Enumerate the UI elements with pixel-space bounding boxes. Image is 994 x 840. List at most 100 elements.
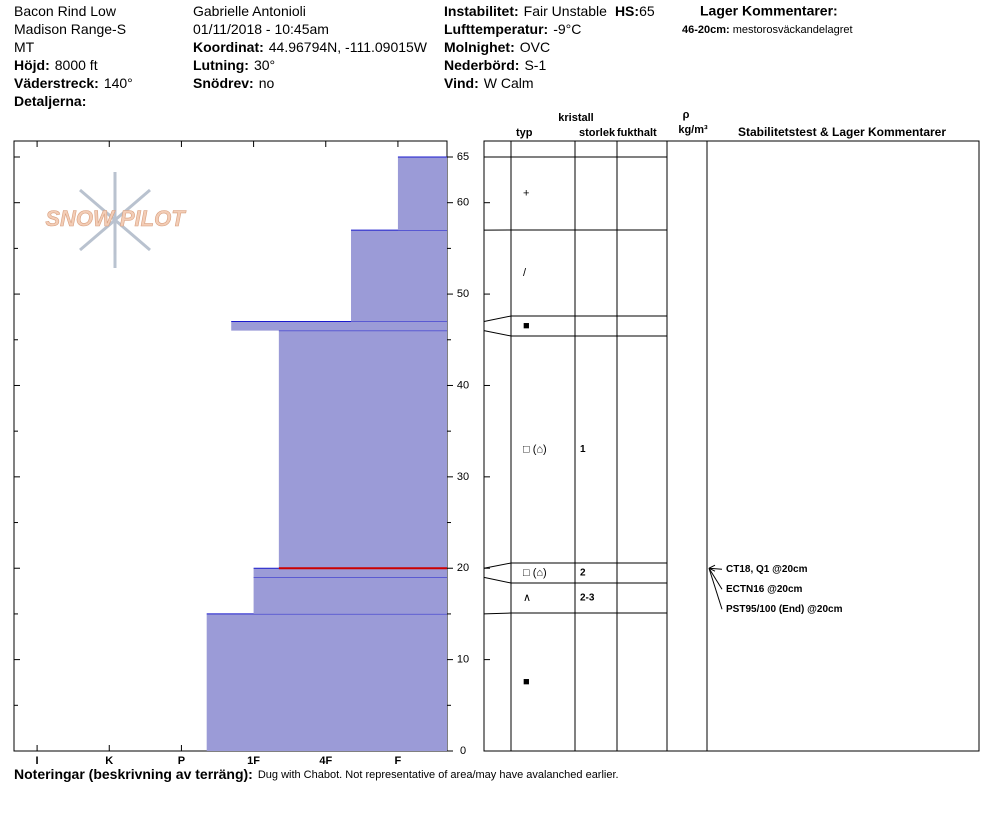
header-density-unit: kg/m³ (678, 124, 708, 136)
field-value: S-1 (524, 57, 546, 73)
header-field: Instabilitet: Fair Unstable HS:65 (444, 3, 655, 19)
field-label: Nederbörd: (444, 57, 519, 73)
footer-label: Noteringar (beskrivning av terräng): (14, 766, 253, 782)
layer-connector (483, 576, 512, 584)
field-value: -9°C (553, 21, 581, 37)
field-value: MT (14, 39, 35, 55)
grain-type: + (523, 187, 529, 199)
field-value: Madison Range-S (14, 21, 126, 37)
grain-size: 2-3 (580, 593, 595, 604)
field-value: 44.96794N, -111.09015W (269, 39, 428, 55)
x-tick-label: I (36, 755, 39, 767)
header-field: Madison Range-S (14, 21, 126, 37)
grain-size: 2 (580, 568, 586, 579)
field-label: Koordinat: (193, 39, 264, 55)
hardness-bar (253, 577, 447, 614)
comment: 46-20cm: mestorosväckandelagret (682, 24, 853, 36)
y-tick-label: 40 (457, 379, 469, 391)
y-tick-label: 30 (457, 471, 469, 483)
field-value: 8000 ft (55, 57, 98, 73)
x-tick-label: 1F (247, 755, 260, 767)
field-label: Snödrev: (193, 75, 254, 91)
x-tick-label: P (178, 755, 185, 767)
grain-type: □ (⌂) (523, 567, 547, 579)
header-field: Väderstreck: 140° (14, 75, 133, 91)
test-arrow (708, 567, 723, 570)
grain-size: 1 (580, 444, 586, 455)
field-label: Instabilitet: (444, 3, 519, 19)
y-tick-label: 65 (457, 151, 469, 163)
y-tick-label: 10 (457, 654, 469, 666)
field-value: W Calm (484, 75, 534, 91)
field-value: Fair Unstable (524, 3, 607, 19)
field-label: HS: (615, 3, 639, 19)
footer: Noteringar (beskrivning av terräng): Dug … (14, 766, 619, 782)
field-value: 01/11/2018 - 10:45am (193, 21, 329, 37)
header-field: Höjd: 8000 ft (14, 57, 98, 73)
header-moisture: fukthalt (617, 127, 657, 139)
field-value: no (259, 75, 275, 91)
field-value: 65 (639, 3, 655, 19)
logo (79, 172, 151, 268)
footer-text: Dug with Chabot. Not representative of a… (258, 769, 619, 781)
header-field: Molnighet: OVC (444, 39, 550, 55)
header-stability: Stabilitetstest & Lager Kommentarer (738, 125, 946, 139)
x-tick-label: F (395, 755, 402, 767)
grain-type: / (523, 267, 527, 279)
field-label: Vind: (444, 75, 479, 91)
grain-type: ■ (523, 676, 530, 688)
header-field: MT (14, 39, 35, 55)
field-value: 140° (104, 75, 133, 91)
header-field: 01/11/2018 - 10:45am (193, 21, 329, 37)
stability-test: ECTN16 @20cm (726, 584, 803, 595)
header-field: Bacon Rind Low (14, 3, 117, 19)
test-arrow (708, 567, 723, 590)
stability-test: PST95/100 (End) @20cm (726, 604, 843, 615)
grain-type: ■ (523, 320, 530, 332)
field-value: Gabrielle Antonioli (193, 3, 306, 19)
header-field: Lufttemperatur: -9°C (444, 21, 581, 37)
y-tick-label: 60 (457, 197, 469, 209)
field-value: Bacon Rind Low (14, 3, 117, 19)
field-label: Detaljerna: (14, 93, 86, 109)
comment-text: mestorosväckandelagret (733, 24, 853, 36)
y-tick-label: 20 (457, 562, 469, 574)
header-field: Detaljerna: (14, 93, 86, 109)
stability-test: CT18, Q1 @20cm (726, 564, 808, 575)
table-frame (483, 140, 980, 752)
header-field: Vind: W Calm (444, 75, 534, 91)
test-arrow (708, 568, 723, 610)
grain-type: ∧ (523, 592, 531, 604)
y-tick-label: 50 (457, 288, 469, 300)
header-field: Nederbörd: S-1 (444, 57, 546, 73)
hardness-bar (206, 613, 447, 751)
header-field: Koordinat: 44.96794N, -111.09015W (193, 39, 428, 55)
layer-connector (483, 562, 512, 569)
x-tick-label: K (105, 755, 113, 767)
layer-connector (483, 612, 512, 615)
field-value: 30° (254, 57, 275, 73)
field-label: Höjd: (14, 57, 50, 73)
comments-title: Lager Kommentarer: (700, 3, 838, 19)
field-label: Lufttemperatur: (444, 21, 548, 37)
field-label: Lutning: (193, 57, 249, 73)
field-label: Väderstreck: (14, 75, 99, 91)
header-field: Lutning: 30° (193, 57, 275, 73)
header-field: Gabrielle Antonioli (193, 3, 306, 19)
header-crystal: kristall (558, 112, 593, 124)
hardness-bar (253, 568, 447, 578)
logo-text: SNOW PILOT (45, 206, 186, 231)
hardness-bar (231, 321, 447, 331)
header-type: typ (516, 127, 533, 139)
grain-type: □ (⌂) (523, 443, 547, 455)
layer-connector (483, 315, 512, 322)
comment-label: 46-20cm: (682, 24, 730, 36)
field-value: OVC (520, 39, 550, 55)
layer-connector (483, 330, 512, 337)
y-tick-label: 0 (460, 745, 466, 757)
header-field: Snödrev: no (193, 75, 274, 91)
arrow-head (708, 564, 716, 572)
header-density-symbol: ρ (683, 109, 690, 121)
